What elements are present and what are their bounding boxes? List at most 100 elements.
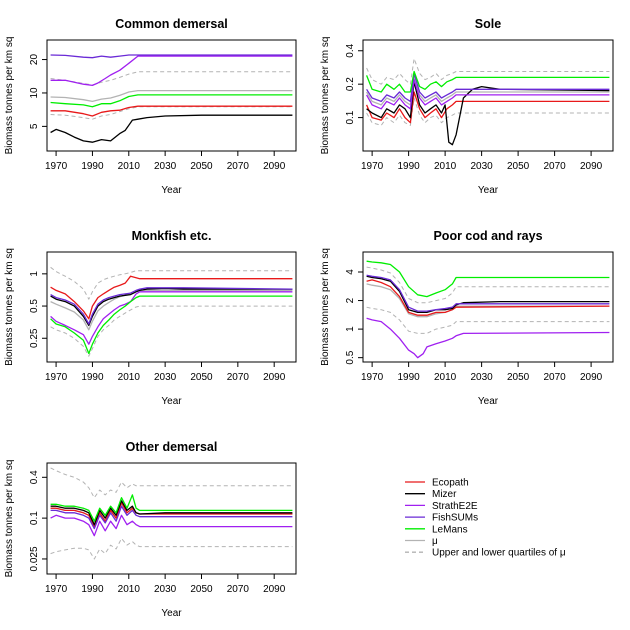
series-strathe2e bbox=[366, 78, 610, 110]
x-tick-label: 2010 bbox=[118, 161, 141, 172]
panel-monkfish-etc: Monkfish etc. 1970 1990 2010 2030 2050 2070 209… bbox=[4, 229, 297, 407]
x-tick-label: 2070 bbox=[227, 161, 250, 172]
legend: EcopathMizerStrathE2EFishSUMsLeMansμUppe… bbox=[405, 478, 566, 559]
series-ecopath bbox=[50, 275, 293, 320]
x-tick-label: 1990 bbox=[397, 161, 420, 172]
plot-frame bbox=[46, 462, 297, 575]
x-axis-label: Year bbox=[478, 185, 499, 196]
series-strathe2e bbox=[50, 514, 293, 537]
series-lemans bbox=[365, 70, 610, 93]
x-tick-label: 2050 bbox=[190, 584, 213, 595]
x-axis-label: Year bbox=[161, 608, 182, 619]
plot-frame bbox=[46, 39, 297, 152]
legend-label: μ bbox=[432, 536, 438, 547]
x-tick-label: 2090 bbox=[580, 161, 603, 172]
y-tick-label: 0.1 bbox=[29, 511, 40, 525]
y-axis-label: Biomass tonnes per km sq bbox=[320, 37, 331, 155]
x-axis-label: Year bbox=[161, 185, 182, 196]
series-upper-and-lower-quartiles-of bbox=[366, 58, 610, 85]
series-mizer bbox=[50, 287, 293, 327]
x-tick-label: 1990 bbox=[397, 372, 420, 383]
x-axis-label: Year bbox=[161, 396, 182, 407]
x-tick-label: 2030 bbox=[470, 372, 493, 383]
series-lemans bbox=[50, 494, 293, 522]
plot-frame bbox=[46, 251, 297, 363]
x-tick-label: 1970 bbox=[45, 372, 68, 383]
panel-title: Common demersal bbox=[115, 17, 228, 31]
y-tick-label: 0.25 bbox=[29, 328, 40, 348]
x-tick-label: 2070 bbox=[227, 372, 250, 383]
plot-frame bbox=[362, 251, 614, 363]
x-tick-label: 1990 bbox=[81, 584, 104, 595]
panel-poor-cod-and-rays: Poor cod and rays 1970 1990 2010 2030 2050 207… bbox=[320, 229, 614, 407]
x-tick-label: 2010 bbox=[118, 372, 141, 383]
y-axis-label: Biomass tonnes per km sq bbox=[4, 37, 15, 155]
legend-label: Ecopath bbox=[432, 478, 469, 489]
y-tick-label: 1 bbox=[29, 271, 40, 277]
series-lemans bbox=[50, 295, 293, 355]
x-tick-label: 2090 bbox=[580, 372, 603, 383]
panel-sole: Sole 1970 1990 2010 2030 2050 2070 2090 Year 0.1 0… bbox=[320, 17, 614, 196]
series-lower-quartile-mu bbox=[50, 305, 293, 357]
x-tick-label: 1970 bbox=[361, 161, 384, 172]
x-tick-label: 2050 bbox=[507, 161, 530, 172]
x-tick-label: 2050 bbox=[507, 372, 530, 383]
series-lower-quartile-mu bbox=[50, 106, 293, 120]
series-lemans bbox=[50, 94, 293, 108]
series-ecopath bbox=[50, 501, 293, 528]
y-tick-label: 5 bbox=[29, 123, 40, 129]
series-fishsums bbox=[50, 287, 293, 325]
series-lower-quartile-mu bbox=[50, 538, 293, 560]
series-upper-and-lower-quartiles-of bbox=[50, 266, 293, 300]
series-ecopath bbox=[366, 91, 610, 124]
series-series bbox=[366, 74, 610, 106]
y-tick-label: 0.4 bbox=[29, 470, 40, 484]
series-mizer bbox=[50, 500, 293, 526]
series-lemans bbox=[366, 260, 610, 298]
x-tick-label: 1990 bbox=[81, 161, 104, 172]
x-tick-label: 2090 bbox=[263, 584, 286, 595]
series-strathe2e bbox=[50, 55, 293, 87]
series-strathe2e bbox=[366, 317, 610, 359]
series-ecopath bbox=[50, 105, 293, 117]
x-tick-label: 2030 bbox=[154, 161, 177, 172]
series-upper-and-lower-quartiles-of bbox=[50, 71, 293, 86]
series-series bbox=[50, 89, 293, 103]
panel-title: Sole bbox=[475, 17, 501, 31]
x-tick-label: 2030 bbox=[154, 372, 177, 383]
y-tick-label: 1 bbox=[345, 326, 356, 332]
x-tick-label: 2070 bbox=[543, 372, 566, 383]
y-tick-label: 10 bbox=[29, 87, 40, 99]
y-tick-label: 0.5 bbox=[29, 299, 40, 313]
legend-label: StrathE2E bbox=[432, 501, 478, 512]
series-ecopath bbox=[366, 279, 610, 316]
y-tick-label: 4 bbox=[345, 269, 356, 275]
y-tick-label: 0.1 bbox=[345, 110, 356, 124]
x-axis-label: Year bbox=[478, 396, 499, 407]
x-tick-label: 2050 bbox=[190, 161, 213, 172]
legend-label: Upper and lower quartiles of μ bbox=[432, 548, 566, 559]
y-tick-label: 0.2 bbox=[345, 77, 356, 91]
panel-title: Monkfish etc. bbox=[132, 229, 212, 243]
x-tick-label: 1990 bbox=[81, 372, 104, 383]
series-fishsums bbox=[50, 505, 293, 530]
x-tick-label: 2090 bbox=[263, 372, 286, 383]
x-tick-label: 1970 bbox=[45, 161, 68, 172]
series-lower-quartile-mu bbox=[366, 306, 610, 334]
x-tick-label: 2010 bbox=[434, 161, 457, 172]
y-tick-label: 20 bbox=[29, 54, 40, 66]
x-tick-label: 2090 bbox=[263, 161, 286, 172]
series-fishsums bbox=[50, 54, 293, 59]
series-strathe2e bbox=[50, 291, 293, 345]
x-tick-label: 1970 bbox=[45, 584, 68, 595]
x-tick-label: 2070 bbox=[227, 584, 250, 595]
legend-label: FishSUMs bbox=[432, 513, 478, 524]
x-tick-label: 2030 bbox=[470, 161, 493, 172]
y-tick-label: 0.025 bbox=[29, 546, 40, 571]
panel-title: Other demersal bbox=[126, 440, 218, 454]
series-upper-and-lower-quartiles-of bbox=[50, 467, 293, 499]
x-tick-label: 2070 bbox=[543, 161, 566, 172]
plot-frame bbox=[362, 39, 614, 152]
y-axis-label: Biomass tonnes per km sq bbox=[4, 460, 15, 578]
